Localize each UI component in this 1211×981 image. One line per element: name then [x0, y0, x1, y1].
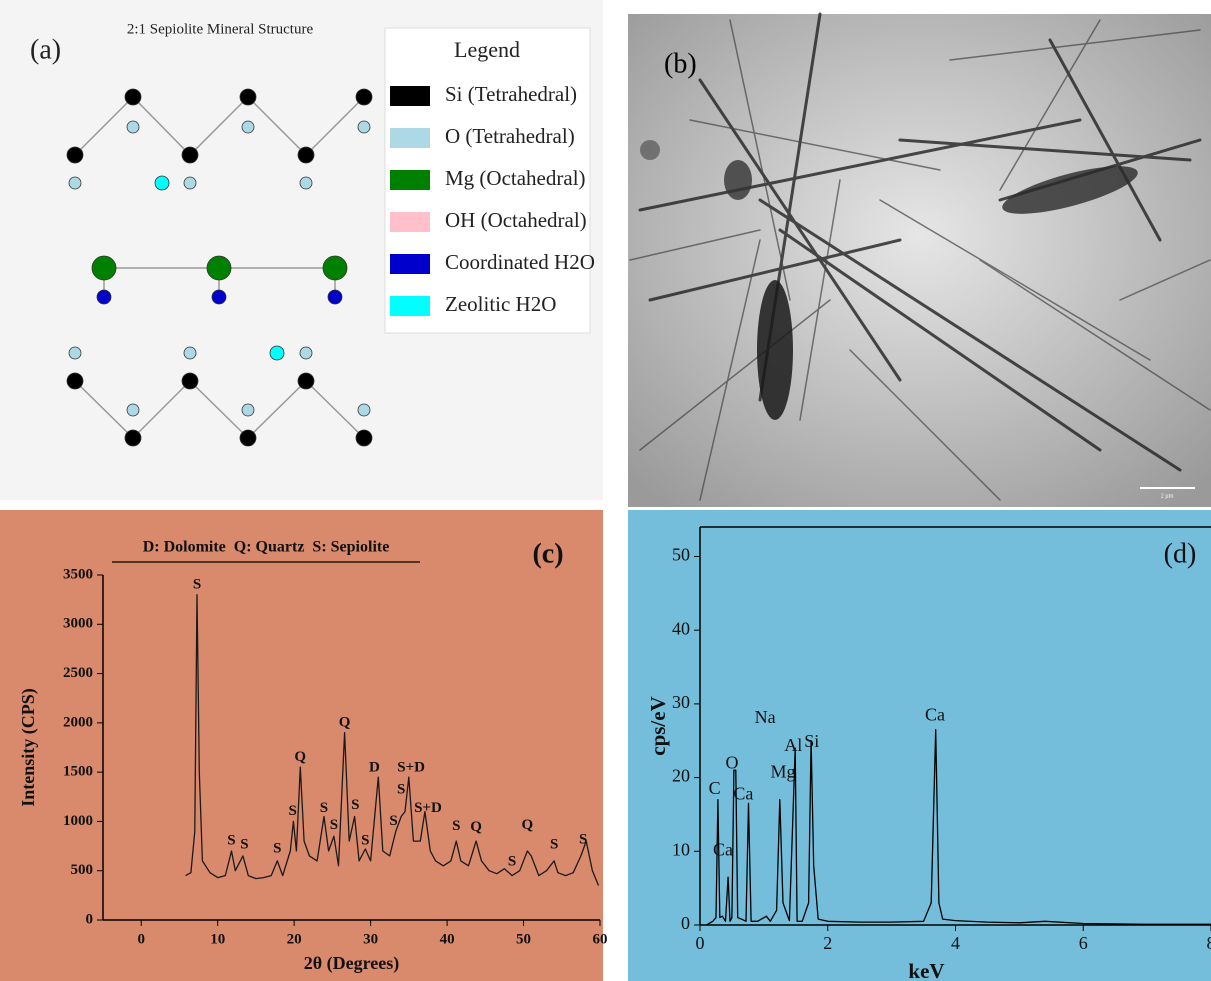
legend-label: Coordinated H2O — [445, 250, 595, 274]
y-tick-label: 2000 — [63, 714, 93, 730]
peak-label: S — [550, 837, 558, 853]
legend-label: O (Tetrahedral) — [445, 124, 575, 148]
y-tick-label: 1000 — [63, 813, 93, 829]
peak-label: Na — [755, 707, 776, 727]
x-tick-label: 60 — [593, 931, 608, 947]
y-axis-label: Intensity (CPS) — [18, 688, 39, 807]
peak-label: C — [709, 778, 721, 798]
peak-label: S — [273, 840, 281, 856]
legend-swatch — [390, 170, 430, 190]
y-tick-label: 1500 — [63, 764, 93, 780]
peak-label: S — [193, 576, 201, 592]
panel-b: (b) 2 µm — [628, 14, 1211, 507]
legend-label: Mg (Octahedral) — [445, 166, 586, 190]
panel-background — [628, 510, 1211, 981]
legend-swatch — [390, 212, 430, 232]
peak-label: Si — [804, 731, 819, 751]
panel-label: (d) — [1164, 538, 1197, 569]
peak-label: D — [369, 760, 380, 776]
x-tick-label: 2 — [823, 933, 832, 953]
x-tick-label: 50 — [516, 931, 531, 947]
x-tick-label: 0 — [137, 931, 145, 947]
y-tick-label: 2500 — [63, 665, 93, 681]
peak-label: Ca — [925, 705, 945, 725]
y-tick-label: 0 — [86, 911, 94, 927]
legend-title: Legend — [454, 37, 520, 62]
peak-label: S — [320, 800, 328, 816]
peak-label: S — [288, 803, 296, 819]
panel-c: 0 500 1000 1500 2000 2500 3000 3500 0 10 20 30 40 50 6… — [0, 510, 608, 981]
x-tick-label: 0 — [696, 933, 705, 953]
x-axis-label: 2θ (Degrees) — [304, 953, 400, 974]
peak-label: Q — [339, 714, 351, 730]
diagram-title: 2:1 Sepiolite Mineral Structure — [127, 21, 314, 37]
panel-a: 2:1 Sepiolite Mineral Structure (a) Lege… — [0, 0, 603, 500]
y-tick-label: 10 — [672, 839, 690, 859]
peak-label: Al — [784, 735, 802, 755]
peak-label: S — [452, 818, 460, 834]
x-tick-label: 6 — [1079, 933, 1088, 953]
y-tick-label: 3000 — [63, 616, 93, 632]
x-tick-label: 40 — [440, 931, 455, 947]
legend-swatch — [390, 296, 430, 316]
x-tick-label: 8 — [1207, 933, 1211, 953]
peak-label: S — [397, 781, 405, 797]
peak-label: Q — [294, 749, 306, 765]
y-tick-label: 40 — [672, 618, 690, 638]
legend-label: OH (Octahedral) — [445, 208, 587, 232]
peak-label: S — [508, 853, 516, 869]
y-tick-label: 3500 — [63, 566, 93, 582]
peak-label: Ca — [733, 783, 753, 803]
chart-title: D: Dolomite Q: Quartz S: Sepiolite — [143, 539, 390, 556]
peak-label: S — [361, 833, 369, 849]
peak-label: Mg — [771, 761, 796, 781]
x-tick-label: 20 — [287, 931, 302, 947]
legend-swatch — [390, 128, 430, 148]
scale-label: 2 µm — [1161, 493, 1174, 499]
peak-label: Ca — [713, 839, 733, 859]
peak-label: Q — [522, 817, 534, 833]
peak-label: S — [240, 837, 248, 853]
x-tick-label: 4 — [951, 933, 960, 953]
peak-label: S+D — [414, 800, 442, 816]
y-tick-label: 50 — [672, 545, 690, 565]
y-tick-label: 30 — [672, 692, 690, 712]
y-tick-label: 20 — [672, 766, 690, 786]
y-tick-label: 500 — [71, 862, 94, 878]
legend-swatch — [390, 86, 430, 106]
panel-label: (c) — [532, 538, 563, 569]
legend-label: Zeolitic H2O — [445, 292, 556, 316]
peak-label: S — [579, 832, 587, 848]
peak-label: S — [227, 833, 235, 849]
y-axis-label: cps/eV — [646, 696, 670, 756]
y-tick-label: 0 — [681, 913, 690, 933]
peak-label: S — [330, 817, 338, 833]
panel-label: (b) — [664, 48, 697, 79]
peak-label: Q — [470, 819, 482, 835]
figure: 2:1 Sepiolite Mineral Structure (a) Lege… — [0, 0, 1211, 981]
x-axis-label: keV — [908, 959, 944, 981]
peak-label: S — [351, 797, 359, 813]
peak-label: O — [725, 752, 738, 772]
panel-label: (a) — [30, 34, 61, 65]
x-tick-label: 10 — [210, 931, 225, 947]
peak-label: S — [389, 813, 397, 829]
legend-label: Si (Tetrahedral) — [445, 82, 577, 106]
legend-swatch — [390, 254, 430, 274]
x-tick-label: 30 — [363, 931, 378, 947]
peak-label: S+D — [397, 760, 425, 776]
